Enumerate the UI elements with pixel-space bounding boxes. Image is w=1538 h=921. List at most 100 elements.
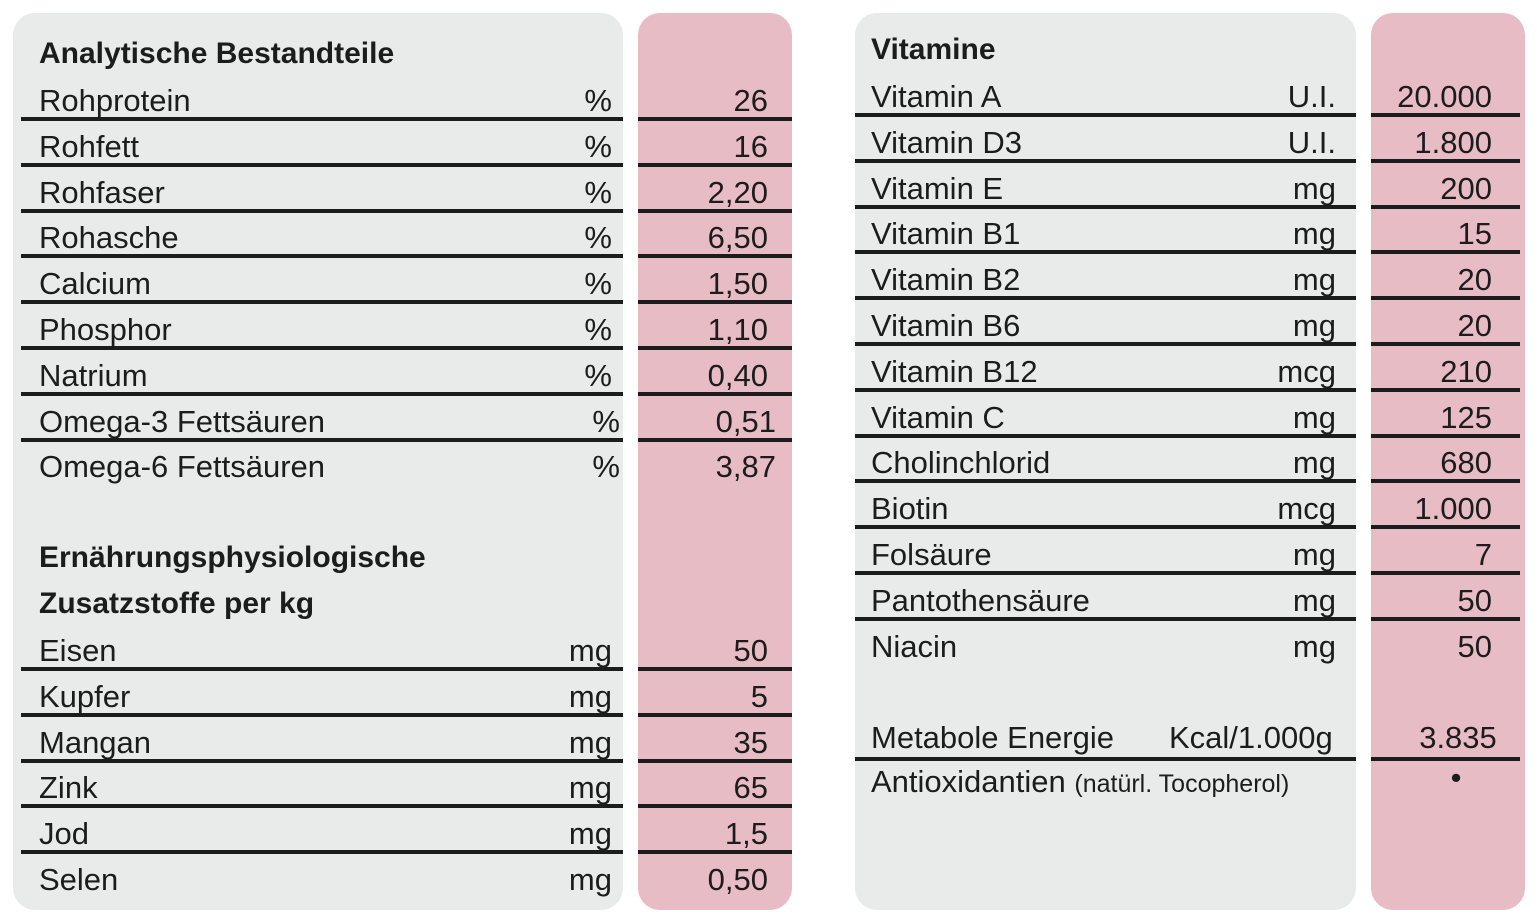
vitamin-unit: mg (1292, 445, 1336, 481)
nutrient-name: Selen (39, 862, 119, 897)
nutrient-unit: mg (568, 678, 612, 714)
row-rule (855, 250, 1356, 255)
vitamin-name: Niacin (871, 628, 958, 664)
energy-value: 3.835 (1419, 720, 1497, 755)
row-rule-value (638, 300, 792, 305)
nutrient-name: Rohasche (39, 220, 179, 256)
vitamin-unit: U.I. (1287, 124, 1336, 160)
vitamin-unit: U.I. (1287, 79, 1336, 114)
nutrient-name: Eisen (39, 633, 117, 668)
row-rule (855, 158, 1356, 163)
vitamin-unit: mg (1292, 216, 1336, 252)
vitamin-name: Vitamin B6 (871, 308, 1021, 343)
vitamin-value: 20 (1457, 308, 1492, 343)
nutrient-value: 1,50 (707, 266, 768, 302)
row-rule (21, 758, 623, 763)
vitamin-name: Vitamin B1 (871, 216, 1021, 252)
vitamin-value: 1.000 (1414, 491, 1492, 527)
nutrient-name: Rohprotein (39, 83, 191, 118)
vitamin-value: 50 (1457, 582, 1492, 618)
nutrient-unit: mg (568, 862, 612, 897)
nutrient-unit: % (584, 312, 612, 347)
nutrient-name: Zink (39, 770, 98, 806)
nutrient-value: 50 (733, 633, 768, 668)
vitamin-unit: mcg (1277, 353, 1336, 389)
row-rule-value (638, 391, 792, 396)
vitamin-unit: mg (1292, 262, 1336, 298)
nutrient-name: Jod (39, 816, 89, 852)
row-rule (855, 433, 1356, 438)
row-rule (21, 162, 623, 167)
nutrient-unit: mg (568, 816, 612, 852)
row-rule (855, 571, 1356, 575)
row-rule (855, 525, 1356, 530)
nutrient-unit: % (592, 403, 620, 439)
vitamin-name: Vitamin D3 (871, 124, 1023, 160)
row-rule-value (1371, 113, 1520, 117)
vitamin-name: Vitamin E (871, 170, 1004, 206)
vitamin-value: 50 (1457, 628, 1492, 664)
row-rule (21, 804, 623, 809)
antioxidant-name: Antioxidantien (871, 764, 1066, 799)
row-rule-value (1371, 158, 1520, 163)
additives-heading-line1: Ernährungsphysiologische (39, 541, 426, 574)
vitamin-name: Pantothensäure (871, 582, 1090, 618)
row-rule (21, 208, 623, 213)
vitamin-name: Vitamin A (871, 79, 1002, 114)
nutrient-value: 0,40 (707, 357, 768, 393)
nutrient-unit: % (584, 83, 612, 118)
row-rule-value (638, 804, 792, 809)
row-rule (21, 437, 623, 442)
row-rule-value (638, 346, 792, 350)
analytical-heading: Analytische Bestandteile (39, 37, 395, 70)
nutrient-value: 1,10 (707, 312, 768, 347)
nutrient-unit: % (584, 128, 612, 164)
nutrient-unit: % (592, 449, 620, 485)
vitamin-name: Folsäure (871, 537, 992, 572)
row-rule-value (1371, 296, 1520, 301)
row-rule-value (1371, 250, 1520, 255)
vitamin-value: 15 (1457, 216, 1492, 252)
nutrient-unit: % (584, 266, 612, 302)
row-rule-value (1371, 433, 1520, 438)
vitamin-unit: mg (1292, 628, 1336, 664)
nutrient-unit: mg (568, 770, 612, 806)
row-rule (855, 296, 1356, 301)
vitamin-unit: mg (1292, 170, 1336, 206)
row-rule (21, 667, 623, 671)
vitamin-name: Vitamin B12 (871, 353, 1038, 389)
energy-rule-left (855, 757, 1356, 761)
row-rule-value (1371, 479, 1520, 484)
row-rule (21, 850, 623, 855)
row-rule-value (1371, 525, 1520, 530)
antioxidant-value: • (1450, 760, 1462, 795)
row-rule (855, 387, 1356, 392)
row-rule (855, 113, 1356, 117)
nutrient-value: 65 (733, 770, 768, 806)
vitamin-value: 680 (1440, 445, 1492, 481)
vitamin-unit: mg (1292, 537, 1336, 572)
vitamin-name: Vitamin C (871, 399, 1005, 435)
vitamins-heading: Vitamine (871, 33, 996, 66)
row-rule-value (1371, 616, 1520, 621)
nutrient-unit: % (584, 174, 612, 210)
nutrient-name: Kupfer (39, 678, 131, 714)
nutrient-unit: mg (568, 724, 612, 760)
nutrient-value: 6,50 (707, 220, 768, 256)
vitamin-name: Cholinchlorid (871, 445, 1051, 481)
row-rule (21, 300, 623, 305)
nutrient-name: Omega-3 Fettsäuren (39, 403, 326, 439)
row-rule-value (638, 162, 792, 167)
row-rule-value (1371, 571, 1520, 575)
row-rule-value (638, 850, 792, 855)
row-rule (21, 712, 623, 717)
energy-name: Metabole Energie (871, 720, 1114, 755)
row-rule-value (638, 758, 792, 763)
row-rule-value (638, 667, 792, 671)
nutrient-value: 35 (733, 724, 768, 760)
row-rule-value (1371, 387, 1520, 392)
vitamin-value: 210 (1440, 353, 1492, 389)
energy-rule-right (1371, 757, 1520, 761)
nutrient-value: 2,20 (707, 174, 768, 210)
vitamin-name: Vitamin B2 (871, 262, 1021, 298)
